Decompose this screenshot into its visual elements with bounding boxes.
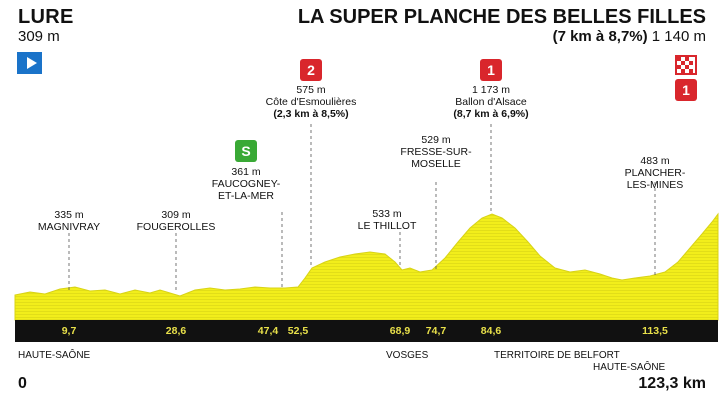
km-mark: 52,5 (287, 325, 309, 337)
distance-start: 0 (18, 375, 27, 392)
waypoint-faucogney: 361 m FAUCOGNEY- ET-LA-MER (211, 166, 281, 202)
climb-cat2-badge: 2 (300, 59, 322, 81)
waypoint-fresse: 529 m FRESSE-SUR- MOSELLE (400, 134, 472, 170)
finish-climb: (7 km à 8,7%) (552, 28, 648, 45)
climb-cat1-badge: 1 (480, 59, 502, 81)
start-altitude: 309 m (18, 28, 60, 45)
region-label: HAUTE-SAÔNE (593, 362, 666, 373)
finish-town: LA SUPER PLANCHE DES BELLES FILLES (297, 6, 706, 28)
finish-altitude: 1 140 m (651, 28, 706, 45)
start-town: LURE (18, 6, 74, 28)
waypoint-fougerolles: 309 m FOUGEROLLES (136, 209, 216, 233)
waypoint-plancher: 483 m PLANCHER- LES-MINES (624, 155, 686, 191)
km-mark: 47,4 (257, 325, 279, 337)
sprint-badge: S (235, 140, 257, 162)
finish-info: (7 km à 8,7%) 1 140 m (553, 28, 706, 45)
km-mark: 28,6 (165, 325, 187, 337)
km-band (15, 320, 718, 342)
finish-flag-icon (675, 55, 697, 75)
km-mark: 113,5 (642, 325, 668, 337)
km-mark: 9,7 (61, 325, 77, 337)
waypoint-magnivray: 335 m MAGNIVRAY (37, 209, 101, 233)
distance-end: 123,3 km (638, 375, 706, 392)
km-mark: 74,7 (425, 325, 447, 337)
waypoint-ballon-alsace: 1 173 m Ballon d'Alsace (8,7 km à 6,9%) (453, 84, 529, 120)
region-label: HAUTE-SAÔNE (18, 350, 91, 361)
region-label: VOSGES (386, 350, 429, 361)
km-mark: 84,6 (480, 325, 502, 337)
finish-cat1-badge: 1 (675, 79, 697, 101)
waypoint-le-thillot: 533 m LE THILLOT (357, 208, 417, 232)
km-mark: 68,9 (389, 325, 411, 337)
waypoint-esmoulieres: 575 m Côte d'Esmoulières (2,3 km à 8,5%) (265, 84, 357, 120)
elevation-area (14, 212, 719, 321)
start-flag-icon (17, 52, 42, 74)
guide-lines (68, 124, 656, 293)
region-label: TERRITOIRE DE BELFORT (494, 350, 620, 361)
